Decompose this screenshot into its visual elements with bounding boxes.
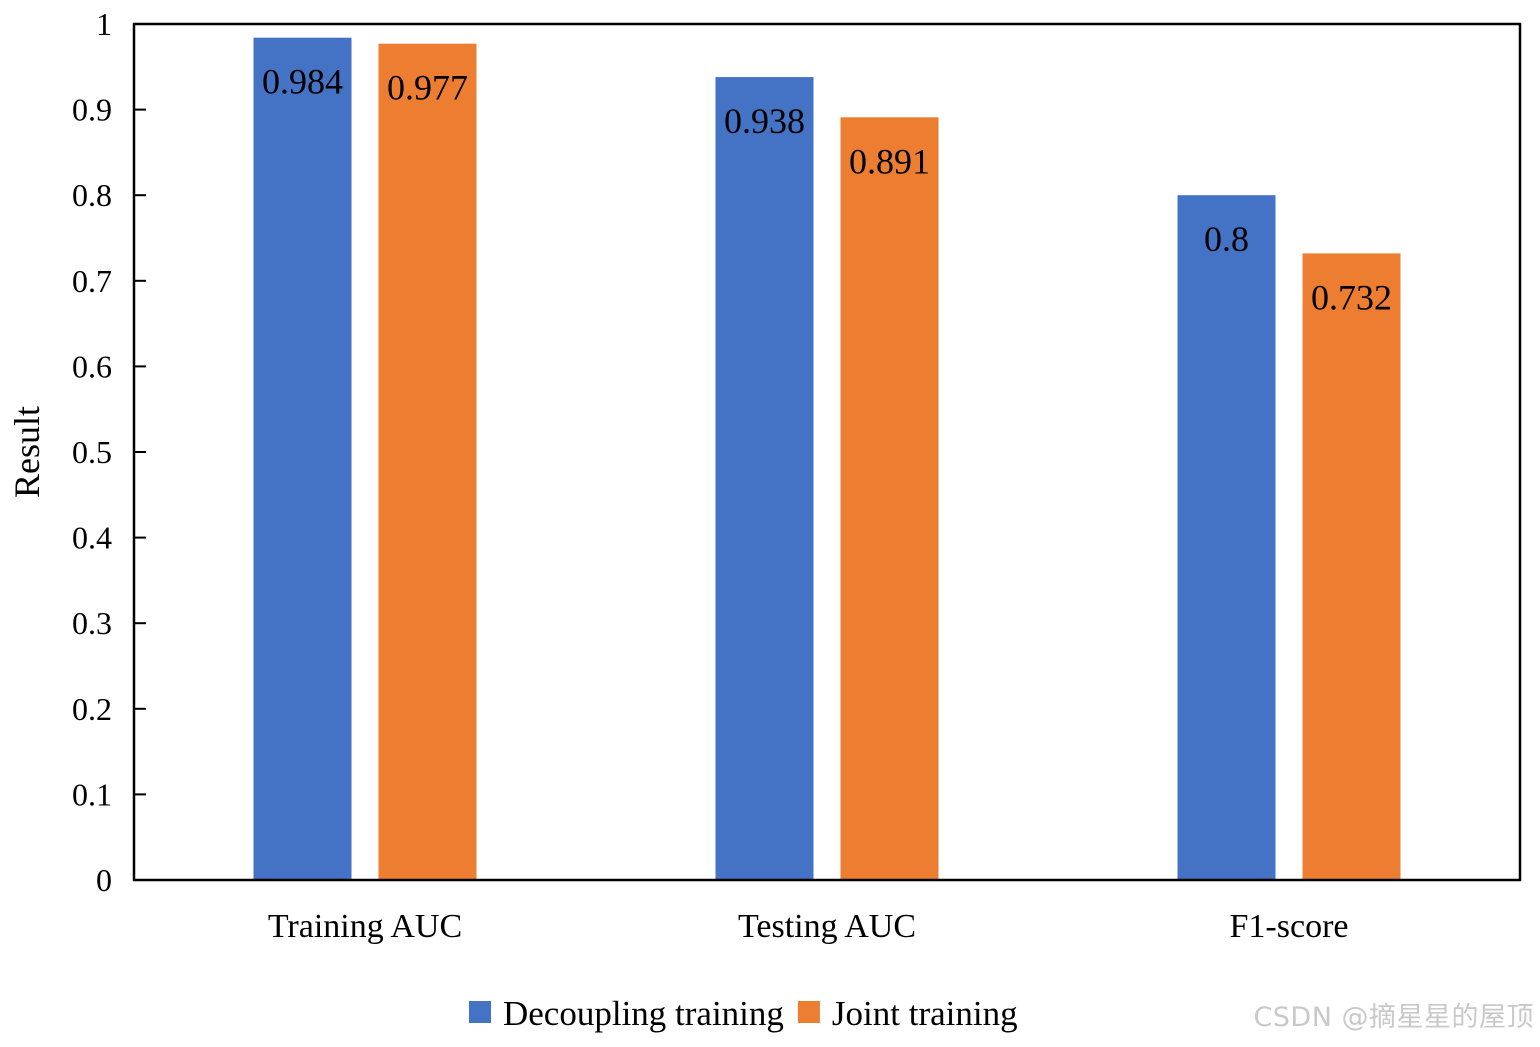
data-label: 0.732 xyxy=(1311,277,1392,317)
y-tick-label: 0 xyxy=(96,862,112,898)
y-axis-title-text: Result xyxy=(7,406,47,498)
x-axis-categories: Training AUC Testing AUC F1-score xyxy=(268,908,1349,945)
legend-label: Decoupling training xyxy=(503,994,784,1033)
y-tick-label: 0.8 xyxy=(72,177,112,213)
y-tick-label: 1 xyxy=(96,6,112,42)
legend-label: Joint training xyxy=(832,994,1018,1033)
plot-frame xyxy=(132,22,1522,882)
data-label: 0.938 xyxy=(724,101,805,141)
bar-joint-training xyxy=(840,117,939,880)
y-tick-label: 0.2 xyxy=(72,691,112,727)
y-tick-label: 0.9 xyxy=(72,92,112,128)
data-label: 0.891 xyxy=(849,141,930,181)
bar-decoupling-training xyxy=(715,77,814,880)
data-labels: 0.984 0.977 0.938 0.891 0.8 0.732 xyxy=(262,62,1392,318)
y-tick-label: 0.7 xyxy=(72,263,112,299)
legend-item-decoupling-training: Decoupling training xyxy=(469,994,784,1033)
x-category-label: Testing AUC xyxy=(738,908,916,945)
bar-decoupling-training xyxy=(253,37,352,881)
y-tick-label: 0.6 xyxy=(72,348,112,384)
legend-swatch xyxy=(469,1001,491,1023)
y-tick-label: 0.5 xyxy=(72,434,112,470)
legend-swatch xyxy=(797,1001,820,1023)
data-label: 0.8 xyxy=(1204,219,1249,259)
x-category-label: F1-score xyxy=(1230,908,1349,945)
watermark: CSDN @摘星星的屋顶 xyxy=(1253,1002,1534,1033)
x-category-label: Training AUC xyxy=(268,908,462,945)
y-tick-label: 0.1 xyxy=(72,776,112,812)
y-axis-title: Result xyxy=(7,406,47,498)
bar-joint-training xyxy=(1302,253,1401,880)
y-tick-label: 0.4 xyxy=(72,520,112,556)
y-tick-label: 0.3 xyxy=(72,605,112,641)
y-axis-ticks: 0 0.1 0.2 0.3 0.4 0.5 0.6 0.7 0.8 0.9 1 xyxy=(72,6,146,898)
bar-decoupling-training xyxy=(1177,195,1276,880)
data-label: 0.977 xyxy=(387,68,468,108)
bars xyxy=(253,37,1401,881)
legend-item-joint-training: Joint training xyxy=(797,994,1018,1033)
legend: Decoupling training Joint training xyxy=(469,994,1018,1033)
data-label: 0.984 xyxy=(262,62,343,102)
bar-joint-training xyxy=(378,43,477,881)
